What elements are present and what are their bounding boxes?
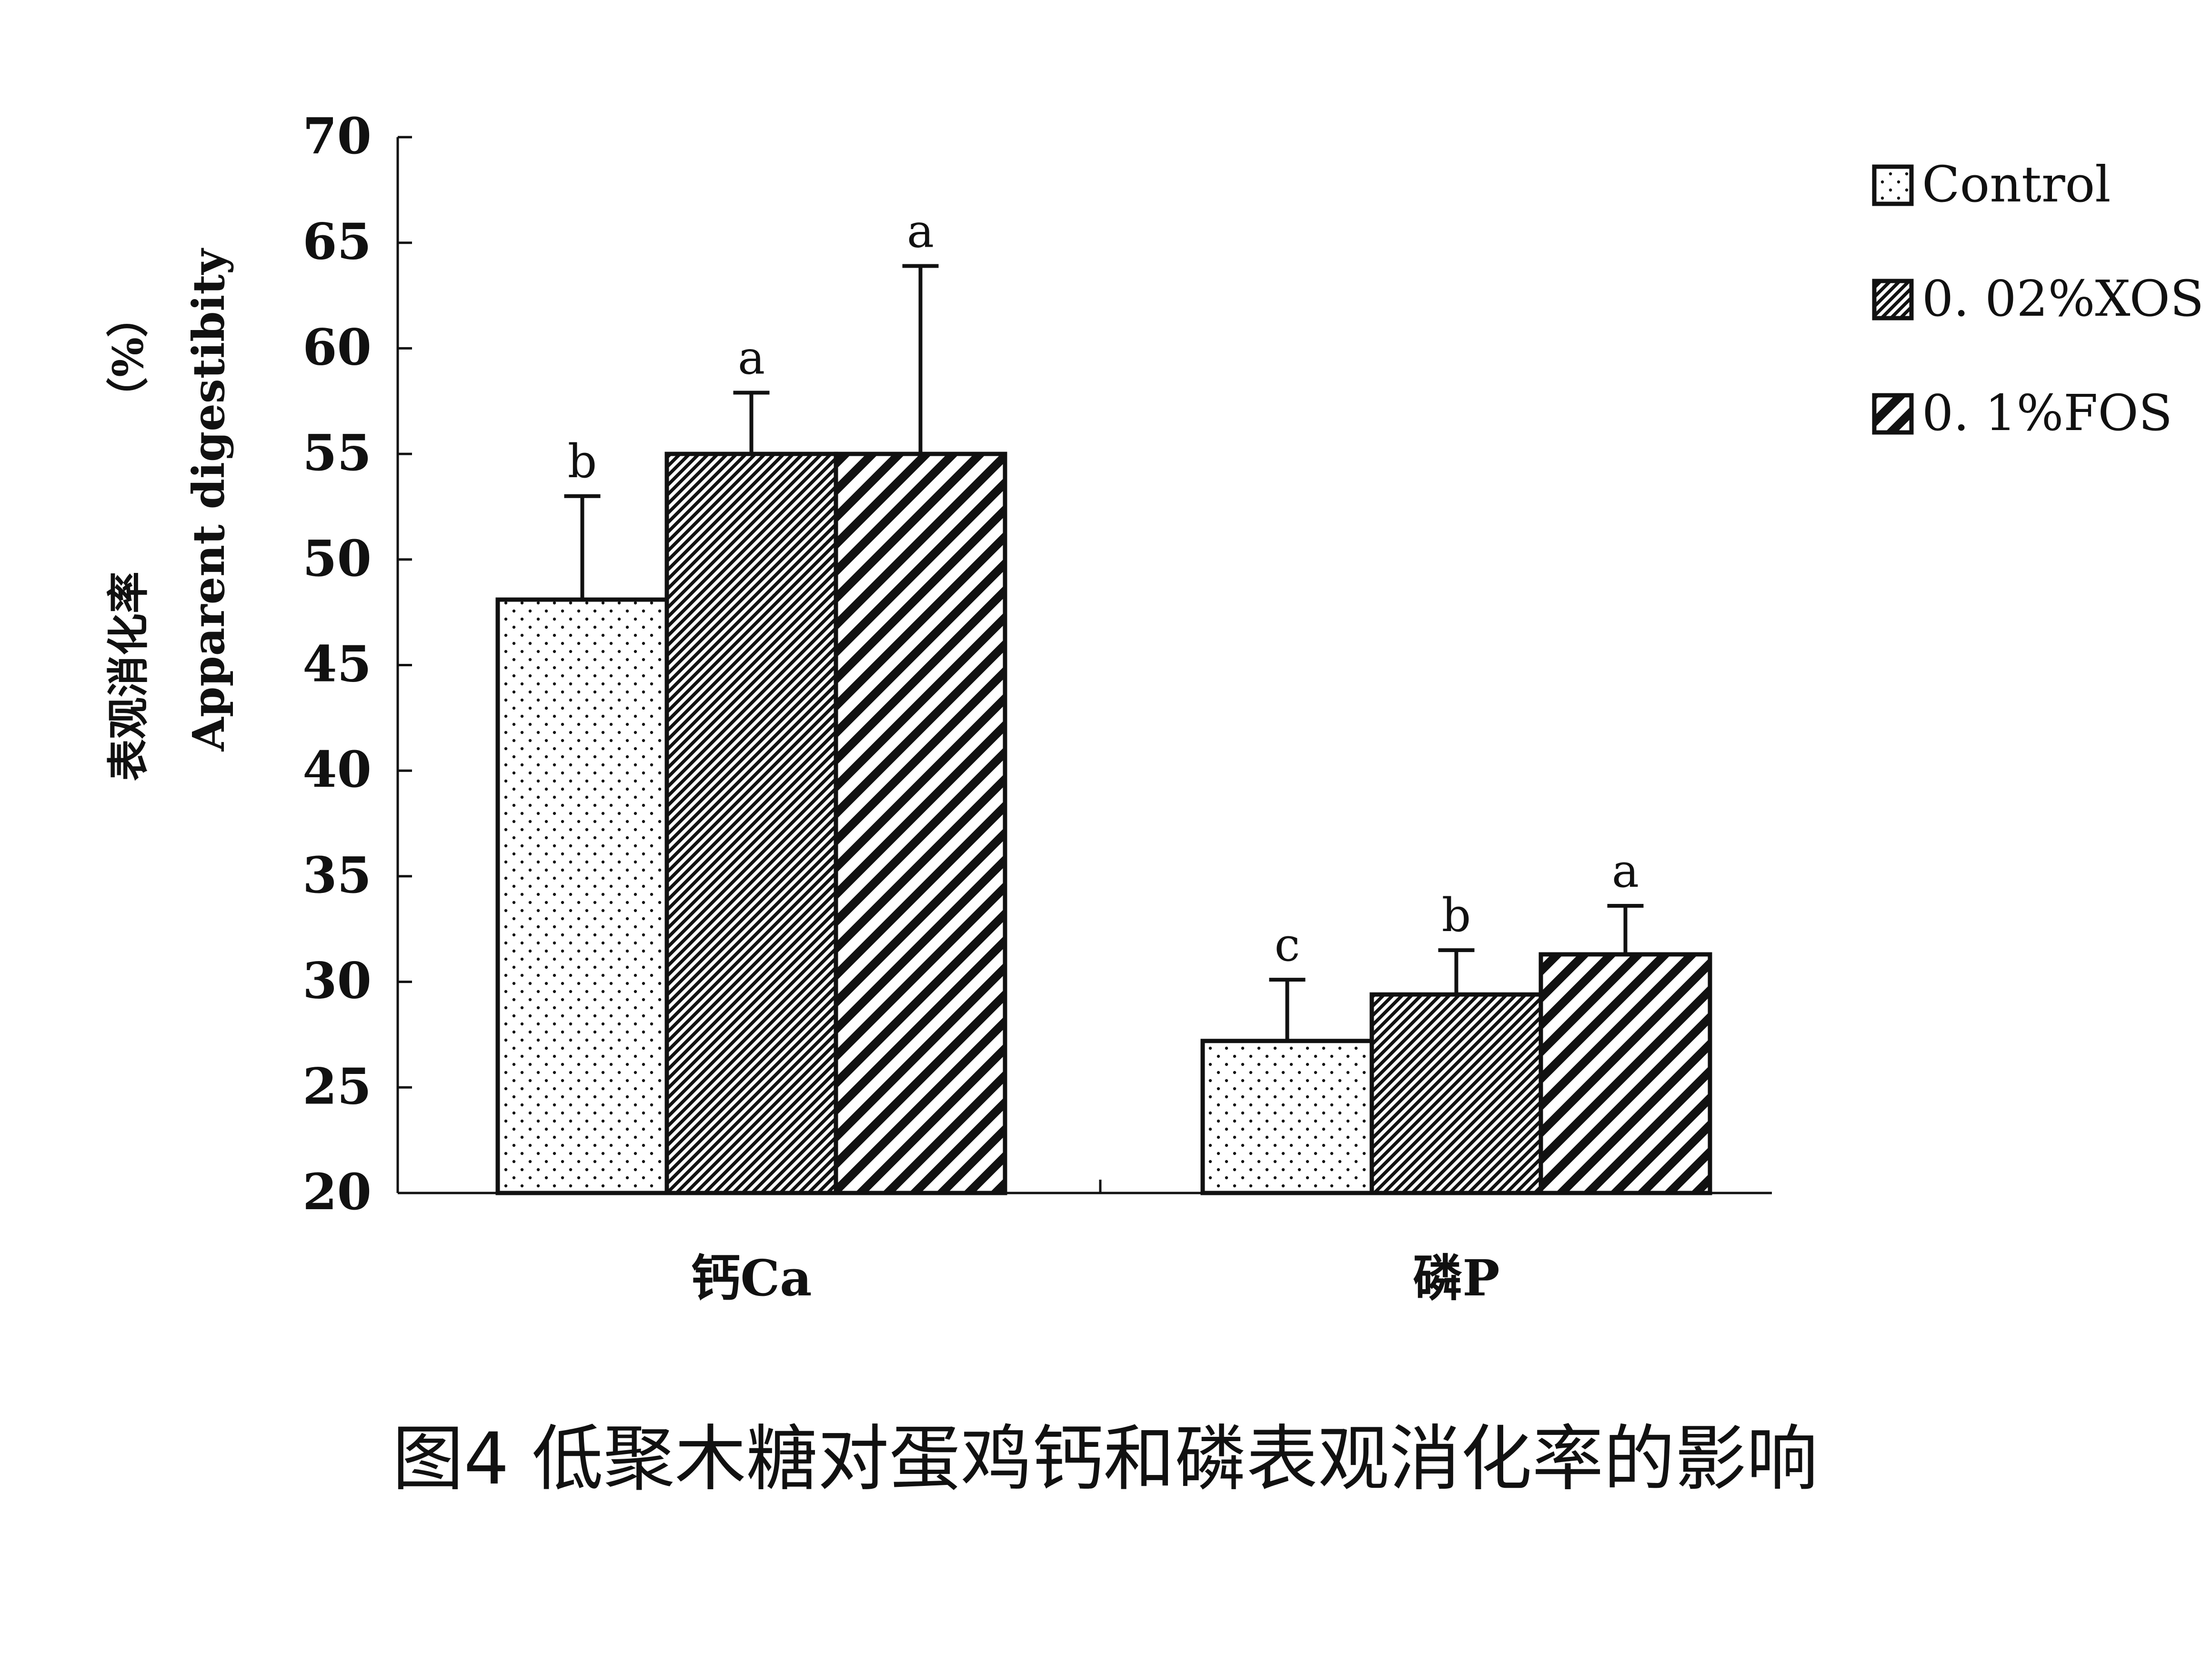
legend-swatch	[1872, 279, 1914, 321]
y-tick-label: 30	[302, 952, 372, 1010]
significance-letter: a	[1612, 844, 1639, 898]
y-axis-title-cn: 表观消化率	[103, 571, 153, 781]
y-tick-label: 25	[302, 1057, 372, 1115]
figure-caption: 图4 低聚木糖对蛋鸡钙和磷表观消化率的影响	[392, 1418, 1818, 1501]
significance-letter: a	[738, 331, 765, 385]
bar-dense-hatch-0	[664, 451, 838, 1195]
x-category-label: 磷P	[1413, 1249, 1499, 1307]
y-tick-label: 60	[302, 318, 372, 376]
y-axis-title-en: Apparent digestibity	[183, 248, 234, 752]
bars: b a a 钙Ca c b a 磷P	[495, 204, 1712, 1307]
legend: Control 0. 02%XOS 0. 1%FOS	[1872, 155, 2204, 442]
legend-label: Control	[1922, 155, 2111, 213]
bar-dots-1	[1200, 1039, 1374, 1195]
significance-letter: a	[907, 204, 934, 258]
y-tick-label: 50	[302, 529, 372, 588]
y-tick-label: 70	[302, 107, 372, 165]
y-tick-label: 55	[302, 423, 372, 482]
y-axis-title-unit: （%）	[103, 295, 153, 419]
significance-letter: b	[568, 435, 597, 488]
axes: 20 25 30 35 40 45 50 55 60 65 70	[302, 107, 1772, 1221]
y-axis-title: 表观消化率 （%） Apparent digestibity	[103, 248, 234, 781]
y-tick-label: 65	[302, 212, 372, 271]
significance-letter: c	[1275, 918, 1300, 972]
bar-wide-hatch-0	[834, 451, 1007, 1195]
legend-label: 0. 1%FOS	[1922, 384, 2172, 442]
bar-dense-hatch-1	[1369, 992, 1543, 1195]
y-tick-label: 20	[302, 1163, 372, 1221]
legend-swatch	[1872, 164, 1914, 206]
y-tick-label: 40	[302, 740, 372, 799]
significance-letter: b	[1442, 889, 1471, 942]
bar-dots-0	[495, 597, 669, 1195]
bar-wide-hatch-1	[1538, 952, 1712, 1195]
y-tick-label: 45	[302, 635, 372, 693]
x-category-label: 钙Ca	[691, 1249, 812, 1307]
y-tick-label: 35	[302, 846, 372, 904]
legend-label: 0. 02%XOS	[1922, 270, 2204, 328]
legend-swatch	[1872, 393, 1914, 435]
